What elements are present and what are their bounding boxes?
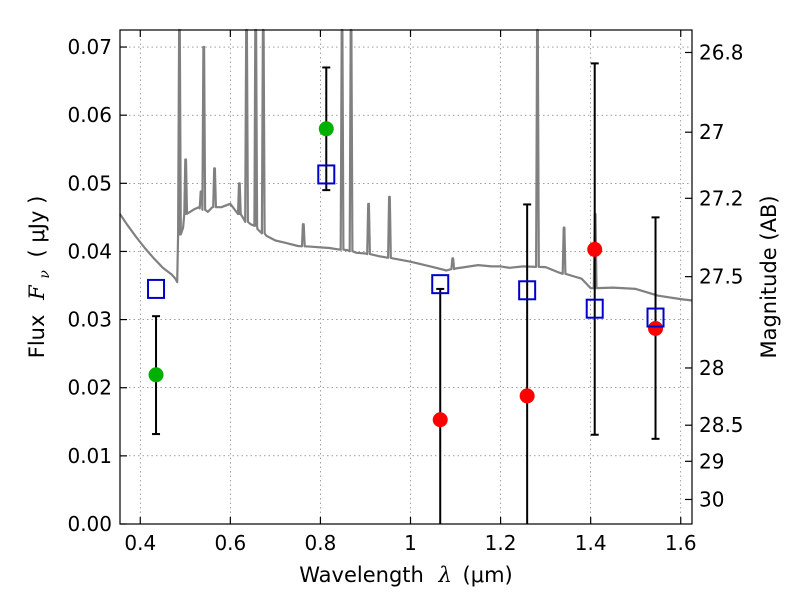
y-tick-label: 0.05 bbox=[67, 171, 112, 195]
model-photometry-square bbox=[147, 278, 166, 299]
low-snr-point bbox=[587, 241, 603, 257]
detected-point bbox=[318, 121, 334, 137]
y-axis-label: Flux F ν ( μJy ) bbox=[25, 196, 54, 359]
y-tick-label: 0.02 bbox=[67, 376, 112, 400]
model-photometry-square bbox=[585, 298, 604, 319]
low-snr-point bbox=[648, 320, 664, 336]
y2-axis-label: Magnitude (AB) bbox=[757, 195, 781, 358]
x-axis-label: Wavelength λ (μm) bbox=[299, 563, 512, 587]
y-axis-label-unit: ( μJy ) bbox=[25, 196, 49, 258]
x-tick-label: 1.2 bbox=[485, 531, 517, 555]
x-axis-label-main: Wavelength bbox=[299, 563, 424, 587]
low-snr-point bbox=[432, 412, 448, 428]
axis-ticks: 0.4 0.6 0.8 1 1.2 1.4 1.6 0.00 0.01 0.02 0.03 0.04 0… bbox=[67, 30, 744, 555]
low-snr-point bbox=[519, 388, 535, 404]
y2-tick-label: 28.5 bbox=[699, 413, 744, 437]
y-axis-label-subscript: ν bbox=[37, 270, 53, 279]
y-tick-label: 0.06 bbox=[67, 103, 112, 127]
y2-tick-label: 29 bbox=[699, 449, 724, 473]
detected-point bbox=[148, 367, 164, 383]
y-tick-label: 0.01 bbox=[67, 444, 112, 468]
plot-frame bbox=[119, 29, 693, 525]
x-tick-label: 1.6 bbox=[665, 531, 697, 555]
y2-tick-label: 27.2 bbox=[699, 186, 744, 210]
x-tick-label: 0.8 bbox=[305, 531, 337, 555]
data-points bbox=[147, 121, 665, 428]
x-axis-label-symbol: λ bbox=[438, 563, 452, 587]
y-tick-label: 0.00 bbox=[67, 512, 112, 536]
x-tick-label: 0.4 bbox=[124, 531, 156, 555]
y-axis-label-symbol: F bbox=[25, 284, 49, 301]
model-photometry-square bbox=[317, 164, 336, 185]
grid bbox=[120, 30, 692, 524]
y2-tick-label: 27.5 bbox=[699, 265, 744, 289]
y2-tick-label: 27 bbox=[699, 120, 724, 144]
spectrum-line bbox=[119, 28, 693, 302]
y2-tick-label: 28 bbox=[699, 356, 724, 380]
y2-tick-label: 30 bbox=[699, 487, 724, 511]
y2-tick-label: 26.8 bbox=[699, 40, 744, 64]
model-photometry-square bbox=[431, 274, 450, 295]
model-photometry-square bbox=[518, 280, 537, 301]
x-tick-label: 1.4 bbox=[575, 531, 607, 555]
y-tick-label: 0.03 bbox=[67, 308, 112, 332]
x-axis-label-unit: (μm) bbox=[463, 563, 513, 587]
y-axis-label-main: Flux bbox=[25, 315, 49, 359]
model-spectrum bbox=[119, 28, 693, 302]
y-tick-label: 0.07 bbox=[67, 35, 112, 59]
y-tick-label: 0.04 bbox=[67, 239, 112, 263]
model-photometry-square bbox=[646, 307, 665, 328]
x-tick-label: 0.6 bbox=[214, 531, 246, 555]
error-bars bbox=[152, 62, 660, 524]
x-tick-label: 1 bbox=[404, 531, 417, 555]
